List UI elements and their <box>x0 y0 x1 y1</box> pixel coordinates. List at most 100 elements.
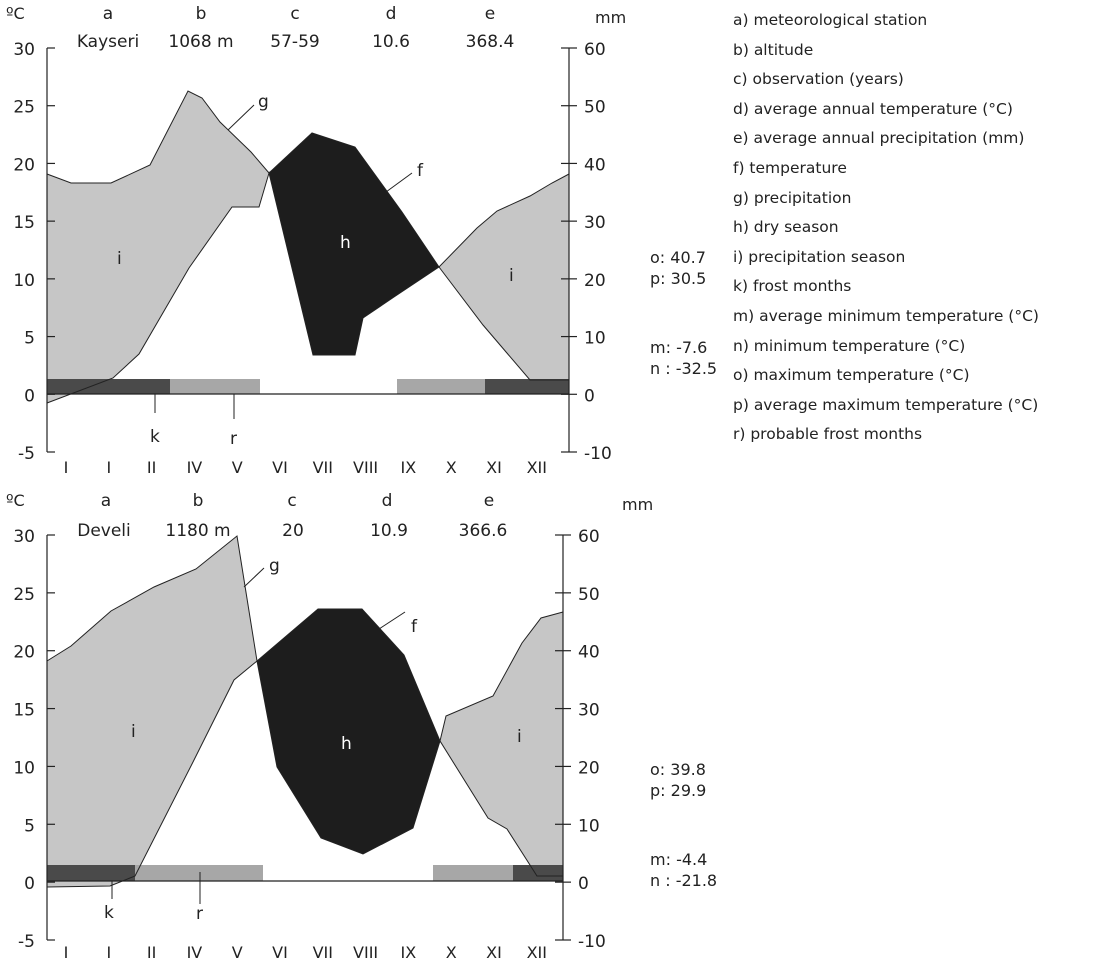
legend-item-n: n) minimum temperature (°C) <box>733 336 966 355</box>
develi-header-letter-e: e <box>484 491 494 511</box>
kayseri-left-tick-label: 20 <box>13 155 35 175</box>
legend-item-h: h) dry season <box>733 218 839 237</box>
develi-label-r: r <box>196 904 203 924</box>
legend-item-c: c) observation (years) <box>733 70 904 89</box>
kayseri-month-label: VI <box>272 458 288 477</box>
develi-month-ticks: I I II IV V VI VII VIII IX X XI XII <box>64 943 547 962</box>
develi-stat-o: o: 39.8 <box>650 760 706 779</box>
kayseri-avg-temperature: 10.6 <box>372 32 410 52</box>
kayseri-month-label: IX <box>401 458 417 477</box>
kayseri-left-tick-label: 25 <box>13 98 35 118</box>
kayseri-stats: o: 40.7 p: 30.5 m: -7.6 n : -32.5 <box>650 248 717 378</box>
develi-avg-precipitation: 366.6 <box>459 521 508 541</box>
legend-item-g: g) precipitation <box>733 188 852 207</box>
kayseri-month-label: I <box>106 458 111 477</box>
develi-precipitation-season-left <box>47 536 257 887</box>
kayseri-f-leader <box>385 172 413 193</box>
legend-item-k: k) frost months <box>733 277 852 296</box>
kayseri-month-label: VII <box>313 458 333 477</box>
develi-probable-frost-bar-1 <box>135 865 263 881</box>
kayseri-observation-years: 57-59 <box>270 32 319 52</box>
develi-altitude: 1180 m <box>165 521 230 541</box>
kayseri-frost-bars <box>47 379 569 394</box>
develi-stat-n: n : -21.8 <box>650 871 717 890</box>
kayseri-left-tick-label: 0 <box>24 386 35 406</box>
kayseri-frost-months-bar-end <box>485 379 569 394</box>
legend-item-d: d) average annual temperature (°C) <box>733 99 1013 118</box>
develi-curves <box>46 535 564 888</box>
kayseri-left-tick-label: 15 <box>13 213 35 233</box>
kayseri-month-label: X <box>446 458 457 477</box>
develi-label-f: f <box>411 617 418 637</box>
kayseri-label-f: f <box>417 161 424 181</box>
kayseri-precipitation-season-left <box>47 91 269 403</box>
kayseri-right-tick-label: 30 <box>584 213 606 233</box>
kayseri-precipitation-curve <box>46 90 570 268</box>
develi-month-label: IV <box>187 943 203 962</box>
develi-fills <box>47 536 563 887</box>
kayseri-header-letter-a: a <box>103 4 113 24</box>
kayseri-right-tick-label: 10 <box>584 329 606 349</box>
legend-item-p: p) average maximum temperature (°C) <box>733 395 1039 414</box>
kayseri-left-ticks: 30 25 20 15 10 5 0 -5 <box>13 40 55 464</box>
kayseri-month-label: II <box>147 458 156 477</box>
develi-right-tick-label: 10 <box>578 816 600 836</box>
kayseri-month-label: I <box>64 458 69 477</box>
develi-month-label: VII <box>313 943 333 962</box>
develi-annotations: g f h i i k r <box>104 556 522 924</box>
kayseri-left-unit: ºC <box>6 4 25 23</box>
develi-right-tick-label: 30 <box>578 701 600 721</box>
kayseri-frost-months-bar <box>47 379 170 394</box>
develi-month-label: VI <box>272 943 288 962</box>
kayseri-month-label: XI <box>486 458 502 477</box>
kayseri-precipitation-season-right <box>439 174 569 380</box>
legend-item-f: f) temperature <box>733 158 847 177</box>
kayseri-stat-p: p: 30.5 <box>650 269 706 288</box>
develi-month-label: XI <box>486 943 502 962</box>
legend-item-a: a) meteorological station <box>733 11 928 29</box>
develi-stat-p: p: 29.9 <box>650 781 706 800</box>
kayseri-dry-season <box>269 133 439 355</box>
develi-left-unit: ºC <box>6 491 25 510</box>
develi-label-i-left: i <box>131 722 136 742</box>
develi-month-label: IX <box>401 943 417 962</box>
develi-label-g: g <box>269 556 280 576</box>
develi-right-tick-label: 60 <box>578 527 600 547</box>
develi-precipitation-season-right <box>440 612 563 876</box>
kayseri-left-tick-label: 30 <box>13 40 35 60</box>
legend-item-o: o) maximum temperature (°C) <box>733 366 970 385</box>
kayseri-label-r: r <box>230 429 237 449</box>
kayseri-header-letter-e: e <box>485 4 495 24</box>
develi-frost-months-bar <box>47 865 135 881</box>
develi-header-letter-a: a <box>101 491 111 511</box>
kayseri-left-tick-label: 5 <box>24 329 35 349</box>
develi-month-label: V <box>232 943 243 962</box>
kayseri-curves <box>46 90 570 404</box>
develi-month-label: II <box>147 943 156 962</box>
kayseri-label-h: h <box>340 233 351 253</box>
develi-right-unit: mm <box>622 495 653 514</box>
develi-precipitation-curve <box>46 535 564 743</box>
develi-right-tick-label: 20 <box>578 758 600 778</box>
kayseri-right-tick-label: 60 <box>584 40 606 60</box>
develi-right-tick-label: 0 <box>578 874 589 894</box>
kayseri-month-label: XII <box>527 458 547 477</box>
develi-avg-temperature: 10.9 <box>370 521 408 541</box>
develi-observation-years: 20 <box>282 521 304 541</box>
develi-month-label: VIII <box>353 943 378 962</box>
kayseri-g-leader <box>227 104 255 131</box>
legend-item-e: e) average annual precipitation (mm) <box>733 129 1025 148</box>
develi-header-letter-c: c <box>287 491 296 511</box>
develi-f-leader <box>378 611 406 630</box>
kayseri-header-letter-d: d <box>386 4 397 24</box>
kayseri-right-unit: mm <box>595 8 626 27</box>
kayseri-header-letter-c: c <box>290 4 299 24</box>
develi-label-i-right: i <box>517 727 522 747</box>
kayseri-right-ticks: 60 50 40 30 20 10 0 -10 <box>561 40 612 464</box>
legend-item-i: i) precipitation season <box>733 247 906 266</box>
develi-month-label: I <box>64 943 69 962</box>
develi-right-tick-label: 40 <box>578 643 600 663</box>
legend-item-r: r) probable frost months <box>733 425 923 444</box>
kayseri-month-label: IV <box>187 458 203 477</box>
